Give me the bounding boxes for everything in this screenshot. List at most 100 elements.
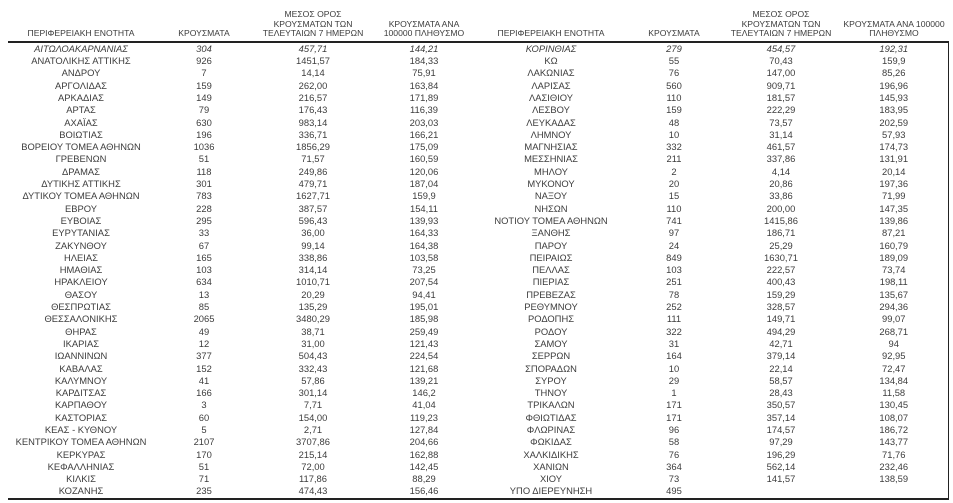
cases-cell: 7 [201, 67, 207, 79]
region-cell: ΝΑΞΟΥ [534, 190, 568, 202]
table-row: ΘΕΣΠΡΩΤΙΑΣ 85 135,29 195,01 ΡΕΘΥΜΝΟΥ 252 328,5… [8, 301, 949, 314]
region-cell: ΤΗΝΟΥ [534, 387, 568, 399]
avg-7day-cell: 216,57 [298, 91, 328, 103]
cases-cell: 783 [196, 190, 212, 202]
per-100k-cell: 73,25 [412, 264, 436, 276]
table-row: ΖΑΚΥΝΘΟΥ 67 99,14 164,38 ΠΑΡΟΥ 24 25,29 160,79 [8, 239, 949, 252]
avg-7day-cell: 983,14 [298, 116, 328, 128]
per-100k-cell: 166,21 [409, 128, 439, 140]
avg-7day-cell: 135,29 [298, 301, 328, 313]
cases-cell: 71 [198, 473, 210, 485]
region-cell: ΔΥΤΙΚΗΣ ΑΤΤΙΚΗΣ [41, 178, 121, 190]
avg-7day-cell: 7,71 [303, 399, 323, 411]
cases-cell: 10 [668, 128, 680, 140]
cases-cell: 166 [196, 387, 212, 399]
avg-7day-cell: 31,00 [301, 337, 325, 349]
region-cell: ΑΝΔΡΟΥ [61, 67, 101, 79]
cases-cell: 51 [198, 460, 210, 472]
region-cell: ΗΛΕΙΑΣ [64, 251, 98, 263]
table-row: ΚΕΡΚΥΡΑΣ 170 215,14 162,88 ΧΑΛΚΙΔΙΚΗΣ 76 196,2… [8, 448, 949, 461]
per-100k-cell: 294,36 [840, 301, 949, 314]
cases-cell: 103 [196, 264, 212, 276]
region-cell: ΛΗΜΝΟΥ [530, 128, 572, 140]
table-row: ΚΕΝΤΡΙΚΟΥ ΤΟΜΕΑ ΑΘΗΝΩΝ 2107 3707,86 204,66 Φ… [8, 436, 949, 449]
table-row: ΚΟΖΑΝΗΣ 235 474,43 156,46 ΥΠΟ ΔΙΕΡΕΥΝΗΣΗ 495 [8, 485, 949, 500]
per-100k-cell: 75,91 [412, 67, 436, 79]
region-cell: ΤΡΙΚΑΛΩΝ [527, 399, 575, 411]
avg-7day-cell: 328,57 [766, 301, 796, 313]
per-100k-cell: 196,96 [840, 79, 949, 92]
cases-cell: 85 [198, 301, 210, 313]
per-100k-cell: 224,54 [409, 350, 439, 362]
col-header-per-100k-left: ΚΡΟΥΣΜΑΤΑ ΑΝΑ 100000 ΠΛΗΘΥΣΜΟ [372, 10, 476, 43]
table-row: ΓΡΕΒΕΝΩΝ 51 71,57 160,59 ΜΕΣΣΗΝΙΑΣ 211 337,86 1… [8, 153, 949, 166]
avg-7day-cell: 350,57 [766, 399, 796, 411]
per-100k-cell: 144,21 [409, 42, 439, 54]
avg-7day-cell: 337,86 [766, 153, 796, 165]
cases-cell: 159 [666, 104, 682, 116]
cases-cell: 48 [668, 116, 680, 128]
region-cell: ΜΑΓΝΗΣΙΑΣ [524, 141, 578, 153]
col-header-avg-7day-left: ΜΕΣΟΣ ΟΡΟΣ ΚΡΟΥΣΜΑΤΩΝ ΤΩΝ ΤΕΛΕΥΤΑΙΩΝ 7 Η… [254, 9, 372, 43]
table-row: ΔΡΑΜΑΣ 118 249,86 120,06 ΜΗΛΟΥ 2 4,14 20,14 [8, 165, 949, 179]
avg-7day-cell: 314,14 [298, 264, 328, 276]
region-cell: ΥΠΟ ΔΙΕΡΕΥΝΗΣΗ [476, 485, 626, 500]
region-cell: ΗΡΑΚΛΕΙΟΥ [54, 276, 108, 288]
per-100k-cell: 187,04 [409, 178, 439, 190]
cases-cell: 159 [196, 79, 212, 91]
cases-cell: 13 [198, 288, 210, 300]
avg-7day-cell: 1415,86 [764, 214, 798, 226]
avg-7day-cell: 1627,71 [296, 190, 330, 202]
per-100k-cell: 145,93 [840, 91, 949, 105]
per-100k-cell: 175,09 [409, 141, 439, 153]
avg-7day-cell: 400,43 [766, 276, 796, 288]
per-100k-cell: 163,84 [409, 79, 439, 91]
region-cell: ΧΑΛΚΙΔΙΚΗΣ [523, 448, 579, 460]
avg-7day-cell: 4,14 [771, 165, 791, 177]
cases-cell: 15 [668, 190, 680, 202]
per-100k-cell: 198,11 [840, 276, 949, 289]
avg-7day-cell: 72,00 [301, 460, 325, 472]
avg-7day-cell: 3707,86 [296, 436, 330, 448]
region-cell: ΑΡΓΟΛΙΔΑΣ [55, 79, 107, 91]
avg-7day-cell: 58,57 [769, 374, 793, 386]
per-100k-cell: 268,71 [840, 325, 949, 338]
avg-7day-cell: 149,71 [766, 313, 796, 325]
cases-cell: 304 [196, 42, 212, 54]
per-100k-cell: 121,68 [409, 362, 439, 374]
region-cell: ΞΑΝΘΗΣ [531, 227, 571, 239]
cases-cell: 1 [671, 387, 677, 399]
avg-7day-cell: 25,29 [769, 239, 793, 251]
per-100k-cell: 192,31 [840, 41, 949, 56]
region-cell: ΚΕΝΤΡΙΚΟΥ ΤΟΜΕΑ ΑΘΗΝΩΝ [15, 436, 147, 448]
cases-cell: 67 [198, 239, 210, 251]
region-cell: ΚΟΡΙΝΘΙΑΣ [525, 42, 577, 54]
cases-cell: 322 [666, 325, 682, 337]
avg-7day-cell: 70,43 [769, 55, 793, 67]
cases-cell: 171 [666, 411, 682, 423]
table-body: ΑΙΤΩΛΟΑΚΑΡΝΑΝΙΑΣ 304 457,71 144,21 ΚΟΡΙΝΘΙΑΣ… [8, 41, 949, 500]
avg-7day-cell: 159,29 [766, 288, 796, 300]
cases-cell: 849 [666, 251, 682, 263]
region-cell: ΒΟΙΩΤΙΑΣ [59, 128, 103, 140]
avg-7day-cell: 494,29 [766, 325, 796, 337]
col-header-avg-7day-right: ΜΕΣΟΣ ΟΡΟΣ ΚΡΟΥΣΜΑΤΩΝ ΤΩΝ ΤΕΛΕΥΤΑΙΩΝ 7 Η… [722, 9, 840, 43]
region-cell: ΚΩ [544, 55, 558, 67]
region-cell: ΚΕΑΣ - ΚΥΘΝΟΥ [44, 423, 118, 435]
cases-cell: 111 [666, 313, 682, 325]
table-row: ΚΑΒΑΛΑΣ 152 332,43 121,68 ΣΠΟΡΑΔΩΝ 10 22,14 72,… [8, 362, 949, 375]
per-100k-cell: 164,33 [409, 227, 439, 239]
region-cell: ΦΩΚΙΔΑΣ [530, 436, 572, 448]
avg-7day-cell: 387,57 [298, 202, 328, 214]
table-row: ΑΡΚΑΔΙΑΣ 149 216,57 171,89 ΛΑΣΙΘΙΟΥ 110 181,57… [8, 91, 949, 105]
per-100k-cell: 164,38 [409, 239, 439, 251]
avg-7day-cell: 909,71 [766, 79, 796, 91]
per-100k-cell: 127,84 [409, 423, 439, 435]
col-header-cases-left: ΚΡΟΥΣΜΑΤΑ [154, 10, 254, 43]
per-100k-cell: 174,73 [840, 141, 949, 154]
region-cell: ΜΥΚΟΝΟΥ [527, 178, 575, 190]
avg-7day-cell: 20,86 [769, 178, 793, 190]
per-100k-cell: 85,26 [840, 67, 949, 80]
table-row: ΙΩΑΝΝΙΝΩΝ 377 504,43 224,54 ΣΕΡΡΩΝ 164 379,14 9… [8, 350, 949, 363]
avg-7day-cell: 474,43 [254, 485, 372, 500]
